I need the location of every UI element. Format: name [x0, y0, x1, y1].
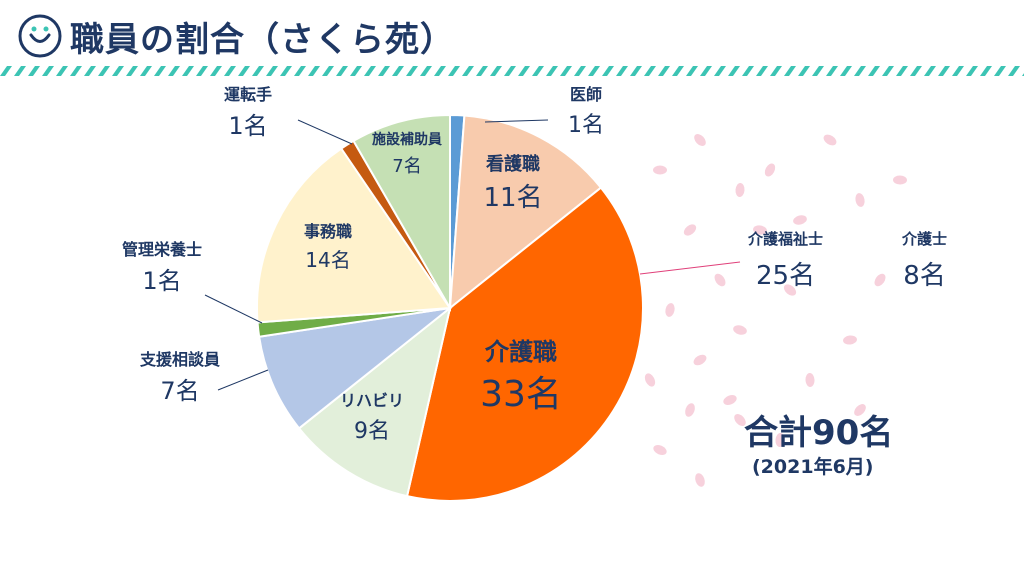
pie-slice-8: [352, 113, 451, 312]
breakdown-label: 介護士: [902, 230, 948, 248]
slice-value-4: 7名: [160, 377, 199, 405]
slice-value-8: 7名: [392, 156, 421, 177]
title-bar: 職員の割合（さくら苑）: [18, 8, 455, 64]
petal-icon: [693, 354, 707, 366]
petal-icon: [653, 444, 667, 456]
slice-label-0: 医師: [570, 85, 602, 104]
breakdown-value: 8名: [903, 261, 946, 291]
logo-icon: [18, 14, 62, 58]
petal-icon: [823, 134, 837, 146]
slice-value-0: 1名: [568, 113, 604, 138]
petal-icon: [783, 284, 797, 296]
slice-value-2: 33名: [480, 374, 562, 415]
breakdown-label: 介護福祉士: [748, 230, 824, 248]
cherry-blossom-petals: [644, 134, 907, 487]
as-of-date: (2021年6月): [752, 456, 874, 478]
petal-icon: [855, 193, 865, 207]
slice-label-7: 運転手: [224, 85, 272, 104]
pie-slices: [256, 113, 644, 502]
slice-value-7: 1名: [228, 112, 267, 140]
staff-pie-chart: 医師1名看護職11名介護職33名リハビリ9名支援相談員7名管理栄養士1名事務職1…: [122, 85, 907, 502]
pie-slice-6: [256, 147, 452, 324]
petal-icon: [793, 215, 807, 225]
breakdown-care-worker: 介護士 8名: [902, 228, 947, 292]
slice-label-3: リハビリ: [340, 391, 404, 410]
pie-slice-2: [405, 186, 644, 502]
title-underline-stripe: [0, 66, 1024, 76]
petal-icon: [733, 325, 747, 335]
petal-icon: [893, 175, 907, 185]
petal-icon: [694, 134, 706, 146]
slice-label-6: 事務職: [304, 222, 352, 241]
petal-icon: [735, 183, 745, 197]
petal-icon: [695, 473, 705, 487]
petal-icon: [843, 335, 857, 345]
pie-labels: 医師1名看護職11名介護職33名リハビリ9名支援相談員7名管理栄養士1名事務職1…: [122, 85, 604, 444]
petal-icon: [734, 413, 746, 427]
petal-icon: [714, 273, 726, 287]
petal-icon: [764, 163, 776, 177]
total-count: 合計90名: [744, 413, 894, 453]
leader-line-5: [204, 294, 263, 324]
page-title: 職員の割合（さくら苑）: [70, 19, 455, 60]
slice-label-5: 管理栄養士: [122, 240, 202, 259]
breakdown-care-worker-certified: 介護福祉士 25名: [748, 228, 823, 292]
pie-slice-1: [448, 114, 603, 311]
leader-line-4: [217, 369, 269, 391]
petal-icon: [753, 225, 767, 235]
slice-label-2: 介護職: [484, 338, 557, 366]
slice-value-5: 1名: [142, 267, 181, 295]
petal-icon: [653, 165, 667, 175]
slice-label-1: 看護職: [485, 153, 540, 175]
petal-icon: [775, 433, 785, 447]
label-leader-lines: [204, 119, 741, 391]
petal-icon: [854, 404, 866, 416]
petal-icon: [644, 373, 656, 387]
slice-value-6: 14名: [305, 248, 350, 272]
slice-label-4: 支援相談員: [139, 350, 220, 369]
petal-icon: [685, 403, 695, 417]
slice-label-8: 施設補助員: [372, 131, 442, 148]
pie-slice-4: [258, 306, 454, 430]
breakdown-value: 25名: [755, 261, 816, 291]
pie-slice-3: [297, 305, 452, 498]
petal-icon: [723, 395, 737, 405]
slice-value-1: 11名: [483, 183, 542, 213]
petal-icon: [665, 303, 675, 317]
leader-line-0: [484, 119, 549, 123]
petal-icon: [805, 373, 815, 387]
slice-value-3: 9名: [354, 419, 390, 444]
breakdown-leader-line: [639, 261, 741, 275]
leader-line-7: [297, 119, 353, 145]
petal-icon: [683, 224, 697, 236]
petal-icon: [874, 273, 886, 287]
